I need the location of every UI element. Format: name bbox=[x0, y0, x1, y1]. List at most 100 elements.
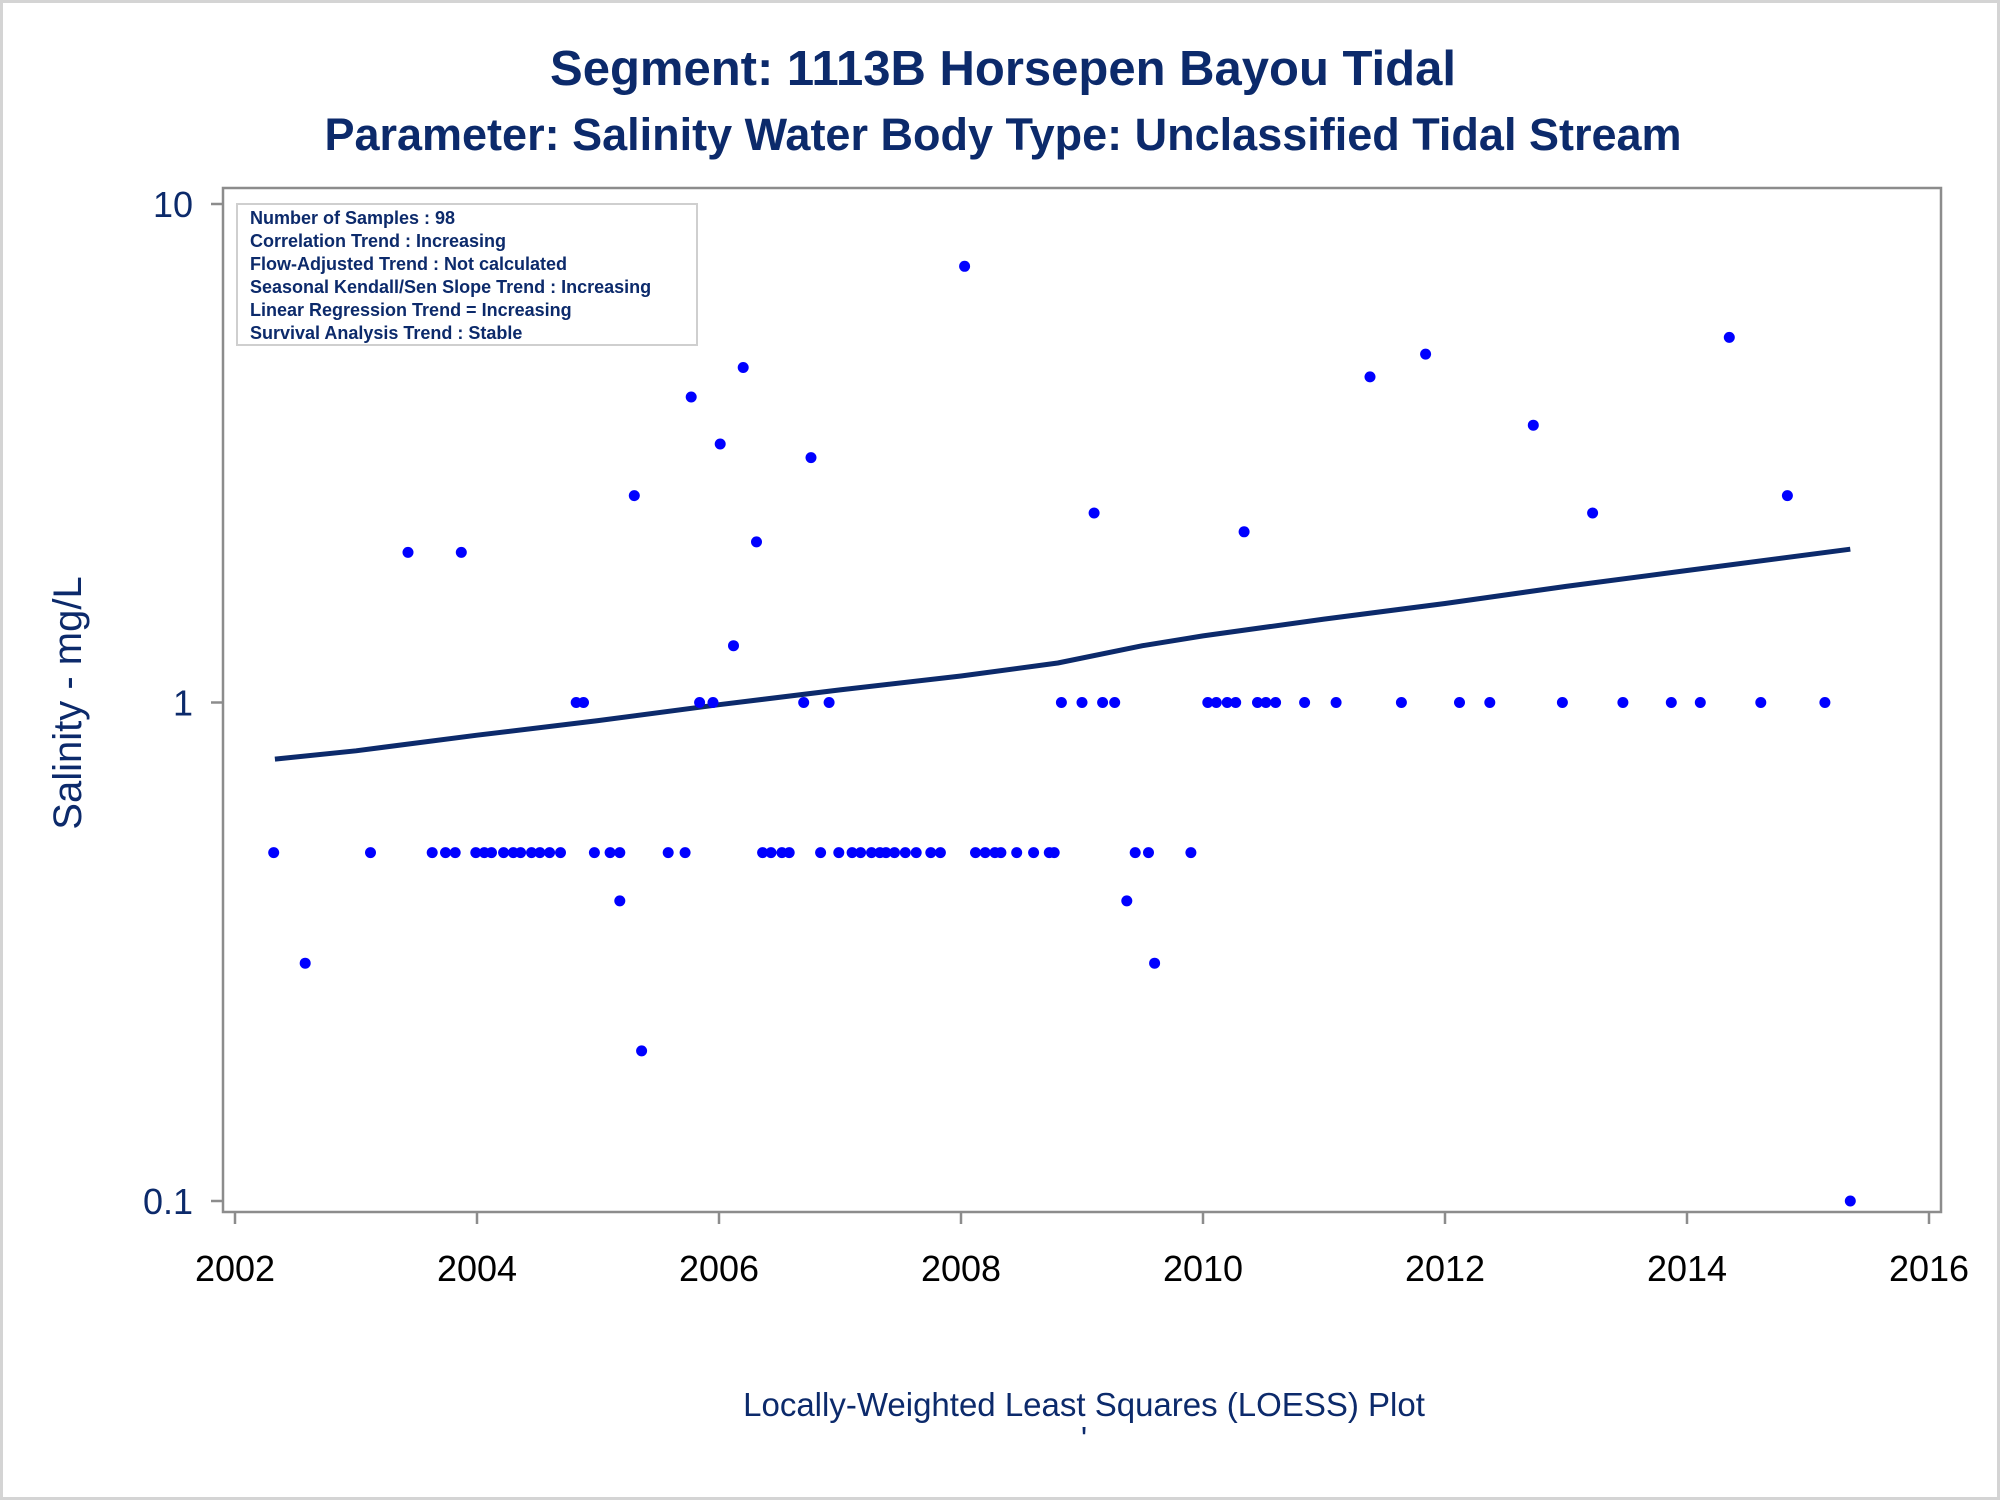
y-tick-label: 10 bbox=[153, 184, 193, 225]
data-point bbox=[440, 847, 451, 859]
x-tick-label: 2004 bbox=[437, 1248, 517, 1289]
data-point bbox=[1185, 847, 1197, 859]
data-point bbox=[299, 957, 311, 969]
data-point bbox=[1221, 697, 1233, 708]
data-point bbox=[1484, 697, 1496, 708]
data-point bbox=[970, 847, 981, 859]
y-tick-label: 0.1 bbox=[143, 1181, 193, 1222]
y-axis-label: Salinity - mg/L bbox=[46, 576, 90, 829]
data-point bbox=[889, 847, 900, 859]
data-point bbox=[798, 697, 810, 708]
inset-line-seasonal-kendall: Seasonal Kendall/Sen Slope Trend : Incre… bbox=[250, 277, 651, 297]
data-point bbox=[455, 546, 467, 558]
inset-line-samples: Number of Samples : 98 bbox=[250, 208, 455, 228]
data-point bbox=[534, 847, 546, 859]
data-point bbox=[685, 391, 697, 403]
data-point bbox=[1260, 697, 1272, 708]
data-point bbox=[486, 847, 497, 859]
data-points-layer bbox=[268, 260, 1856, 1207]
plot-area bbox=[221, 186, 1943, 1214]
data-point bbox=[1330, 697, 1342, 708]
data-point bbox=[1781, 490, 1793, 502]
data-point bbox=[628, 490, 640, 502]
x-tick-label: 2006 bbox=[679, 1248, 759, 1289]
stats-inset-box bbox=[236, 203, 698, 346]
data-point bbox=[1755, 697, 1767, 708]
data-point bbox=[268, 847, 280, 859]
data-point bbox=[1076, 697, 1088, 708]
data-point bbox=[1454, 697, 1465, 708]
data-point bbox=[910, 847, 922, 859]
data-point bbox=[662, 847, 674, 859]
data-point bbox=[1587, 507, 1599, 519]
x-tick-label: 2002 bbox=[195, 1248, 275, 1289]
data-point bbox=[866, 847, 877, 859]
data-point bbox=[426, 847, 438, 859]
data-point bbox=[470, 847, 482, 859]
data-point bbox=[614, 847, 626, 859]
data-point bbox=[1109, 697, 1121, 708]
data-point bbox=[899, 847, 911, 859]
x-axis: 2002 2004 2006 2008 2010 2012 2014 2016 bbox=[195, 1212, 1969, 1289]
data-point bbox=[604, 847, 616, 859]
data-point bbox=[449, 847, 461, 859]
data-point bbox=[555, 847, 566, 859]
x-tick-label: 2014 bbox=[1647, 1248, 1727, 1289]
data-point bbox=[765, 847, 777, 859]
data-point bbox=[636, 1045, 648, 1057]
data-point bbox=[1230, 697, 1242, 708]
data-point bbox=[1149, 957, 1161, 969]
data-point bbox=[714, 438, 726, 450]
footer-mark: ' bbox=[1081, 1420, 1087, 1457]
data-point bbox=[846, 847, 858, 859]
data-point bbox=[1011, 847, 1023, 859]
data-point bbox=[1028, 847, 1040, 859]
data-point bbox=[588, 847, 600, 859]
data-point bbox=[995, 847, 1007, 859]
data-point bbox=[1420, 348, 1432, 360]
loess-trend-line bbox=[274, 546, 1851, 762]
data-point bbox=[578, 697, 589, 708]
inset-line-survival: Survival Analysis Trend : Stable bbox=[250, 323, 522, 343]
data-point bbox=[1088, 507, 1100, 519]
chart-svg: Segment: 1113B Horsepen Bayou Tidal Para… bbox=[46, 42, 1969, 1457]
data-point bbox=[1143, 847, 1154, 859]
inset-line-linear-regression: Linear Regression Trend = Increasing bbox=[250, 300, 572, 320]
data-point bbox=[1129, 847, 1141, 859]
inset-line-flow-adjusted: Flow-Adjusted Trend : Not calculated bbox=[250, 254, 567, 274]
data-point bbox=[1121, 895, 1133, 907]
data-point bbox=[679, 847, 691, 859]
data-point bbox=[833, 847, 845, 859]
x-tick-label: 2008 bbox=[921, 1248, 1001, 1289]
data-point bbox=[1238, 526, 1250, 538]
data-point bbox=[1270, 697, 1282, 708]
data-point bbox=[1694, 697, 1706, 708]
data-point bbox=[1844, 1195, 1856, 1207]
data-point bbox=[1556, 697, 1568, 708]
inset-line-correlation: Correlation Trend : Increasing bbox=[250, 231, 506, 251]
data-point bbox=[1617, 697, 1629, 708]
data-point bbox=[707, 697, 719, 708]
y-axis: 0.1 1 10 bbox=[143, 184, 223, 1222]
footer-label: Locally-Weighted Least Squares (LOESS) P… bbox=[743, 1386, 1425, 1423]
data-point bbox=[1364, 371, 1376, 383]
data-point bbox=[526, 847, 537, 859]
data-point bbox=[1252, 697, 1263, 708]
data-point bbox=[925, 847, 937, 859]
data-point bbox=[959, 260, 971, 272]
data-point bbox=[880, 847, 892, 859]
x-tick-label: 2016 bbox=[1889, 1248, 1969, 1289]
data-point bbox=[614, 895, 626, 907]
data-point bbox=[1723, 331, 1735, 343]
loess-line-layer bbox=[274, 546, 1851, 762]
data-point bbox=[783, 847, 795, 859]
data-point bbox=[515, 847, 527, 859]
data-point bbox=[934, 847, 946, 859]
data-point bbox=[1202, 697, 1214, 708]
data-point bbox=[757, 847, 769, 859]
data-point bbox=[728, 640, 739, 652]
data-point bbox=[1819, 697, 1831, 708]
chart-subtitle: Parameter: Salinity Water Body Type: Unc… bbox=[324, 109, 1681, 160]
data-point bbox=[815, 847, 827, 859]
data-point bbox=[737, 362, 749, 373]
